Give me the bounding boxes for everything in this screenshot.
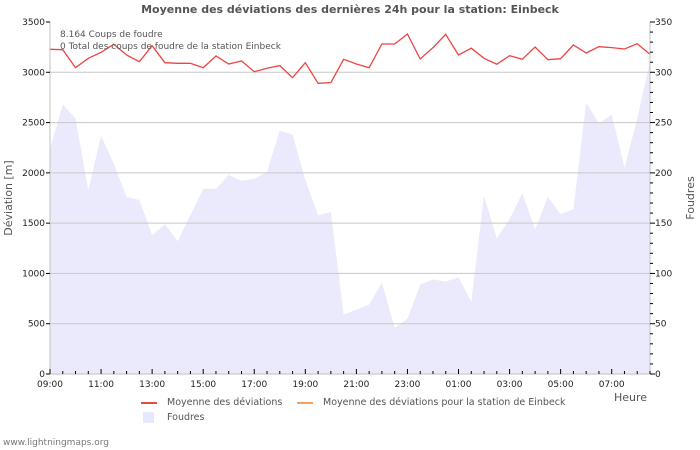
svg-text:11:00: 11:00 — [88, 380, 114, 390]
gridlines — [50, 71, 650, 325]
svg-text:100: 100 — [655, 269, 672, 279]
svg-text:01:00: 01:00 — [446, 380, 472, 390]
red-line-swatch-icon — [141, 401, 157, 404]
svg-text:05:00: 05:00 — [548, 380, 574, 390]
svg-text:3500: 3500 — [22, 18, 45, 28]
svg-text:500: 500 — [28, 320, 45, 330]
orange-line-swatch-icon — [297, 401, 313, 404]
svg-text:3000: 3000 — [22, 68, 45, 78]
svg-text:13:00: 13:00 — [139, 380, 165, 390]
svg-text:1500: 1500 — [22, 219, 45, 229]
svg-text:250: 250 — [655, 119, 672, 129]
svg-text:03:00: 03:00 — [497, 380, 523, 390]
svg-text:0: 0 — [655, 370, 661, 380]
svg-text:15:00: 15:00 — [190, 380, 216, 390]
strike-count-text: 8.164 Coups de foudre — [60, 30, 163, 40]
svg-text:Heure: Heure — [614, 391, 647, 404]
axes — [46, 21, 655, 375]
legend-item-station-deviation: Moyenne des déviations pour la station d… — [297, 397, 566, 408]
source-footer: www.lightningmaps.org — [3, 438, 109, 448]
legend-item-deviation: Moyenne des déviations — [141, 397, 282, 408]
svg-text:23:00: 23:00 — [394, 380, 420, 390]
svg-text:Déviation [m]: Déviation [m] — [2, 160, 15, 235]
svg-text:2500: 2500 — [22, 119, 45, 129]
legend-item-strikes: Foudres — [140, 412, 204, 423]
svg-text:150: 150 — [655, 219, 672, 229]
area-swatch-icon — [143, 412, 154, 423]
svg-text:Foudres: Foudres — [684, 176, 697, 220]
svg-text:21:00: 21:00 — [343, 380, 369, 390]
svg-text:300: 300 — [655, 68, 672, 78]
legend-label: Foudres — [167, 412, 205, 423]
legend-label: Moyenne des déviations — [167, 397, 283, 408]
strikes-area — [50, 61, 650, 374]
svg-text:17:00: 17:00 — [241, 380, 267, 390]
deviation-line — [49, 33, 651, 84]
svg-text:0: 0 — [39, 370, 45, 380]
svg-text:2000: 2000 — [22, 169, 45, 179]
svg-text:19:00: 19:00 — [292, 380, 318, 390]
legend-label: Moyenne des déviations pour la station d… — [323, 397, 566, 408]
chart-title: Moyenne des déviations des dernières 24h… — [141, 3, 559, 16]
axis-labels: 0 500 1000 1500 2000 2500 3000 3500 0 50 100 150 200… — [2, 18, 697, 404]
svg-text:350: 350 — [655, 18, 672, 28]
svg-text:50: 50 — [655, 320, 667, 330]
svg-text:09:00: 09:00 — [37, 380, 63, 390]
svg-text:1000: 1000 — [22, 269, 45, 279]
svg-text:200: 200 — [655, 169, 672, 179]
svg-text:07:00: 07:00 — [599, 380, 625, 390]
station-total-text: 0 Total des coups de foudre de la statio… — [60, 42, 281, 52]
